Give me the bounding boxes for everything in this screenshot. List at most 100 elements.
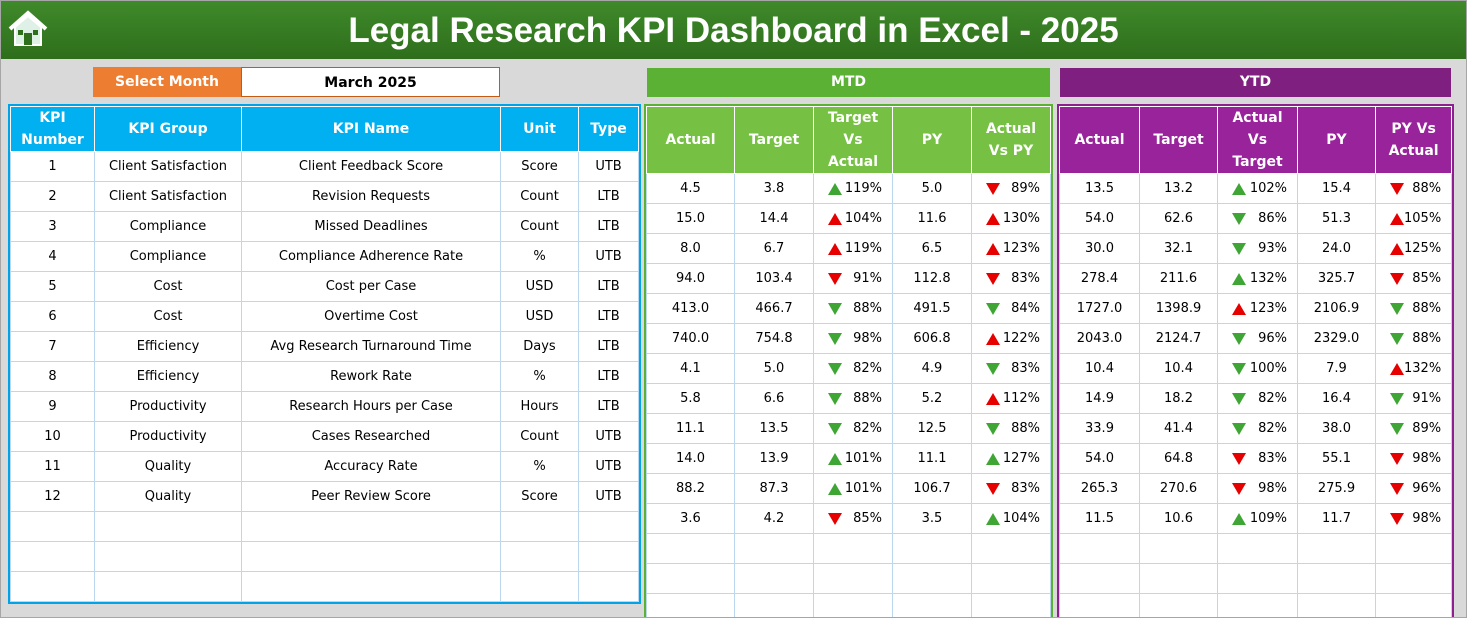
- percent-cell: 83%: [971, 263, 1051, 294]
- cell: 24.0: [1297, 233, 1376, 264]
- cell: USD: [500, 271, 579, 302]
- percent-wrap: 93%: [1222, 241, 1293, 256]
- percent-wrap: 127%: [976, 451, 1046, 466]
- percent-value: 130%: [1002, 211, 1040, 226]
- empty-cell: [1139, 563, 1218, 594]
- cell: 606.8: [892, 323, 972, 354]
- arrow-shape: [828, 182, 842, 195]
- arrow-shape: [986, 182, 1000, 195]
- month-label: Select Month: [93, 67, 241, 97]
- cell: 14.0: [646, 443, 735, 474]
- arrow-shape: [1390, 332, 1404, 345]
- percent-wrap: 101%: [818, 451, 888, 466]
- percent-cell: 88%: [1374, 293, 1453, 324]
- percent-wrap: 88%: [818, 391, 888, 406]
- percent-wrap: 89%: [1380, 421, 1447, 436]
- home-icon[interactable]: [7, 9, 49, 49]
- data-row: 11.5 10.6 109% 11.7 98%: [1059, 503, 1453, 534]
- percent-value: 83%: [1011, 361, 1040, 376]
- cell: 413.0: [646, 293, 735, 324]
- arrow-shape: [1390, 242, 1404, 255]
- data-row: 1 Client Satisfaction Client Feedback Scor…: [10, 151, 639, 182]
- arrow-shape: [986, 302, 1000, 315]
- data-row: 2 Client Satisfaction Revision Requests Cou…: [10, 181, 639, 212]
- percent-value: 82%: [853, 361, 882, 376]
- trend-arrow: [828, 362, 842, 375]
- cell: 8.0: [646, 233, 735, 264]
- column-header: Actual: [1059, 106, 1140, 174]
- percent-wrap: 123%: [1222, 301, 1293, 316]
- data-row: 54.0 62.6 86% 51.3 105%: [1059, 203, 1453, 234]
- cell: Rework Rate: [241, 361, 501, 392]
- percent-value: 98%: [853, 331, 882, 346]
- empty-cell: [734, 593, 814, 617]
- empty-cell: [500, 571, 579, 602]
- empty-cell: [10, 541, 95, 572]
- data-row: 13.5 13.2 102% 15.4 88%: [1059, 173, 1453, 204]
- cell: 62.6: [1139, 203, 1218, 234]
- cell: Hours: [500, 391, 579, 422]
- cell: 32.1: [1139, 233, 1218, 264]
- column-header: PY Vs Actual: [1374, 106, 1453, 174]
- percent-value: 119%: [844, 181, 882, 196]
- data-row: 2043.0 2124.7 96% 2329.0 88%: [1059, 323, 1453, 354]
- empty-cell: [1374, 563, 1453, 594]
- percent-wrap: 130%: [976, 211, 1046, 226]
- data-row: 6 Cost Overtime Cost USD LTB: [10, 301, 639, 332]
- arrow-shape: [1232, 212, 1246, 225]
- data-row: 54.0 64.8 83% 55.1 98%: [1059, 443, 1453, 474]
- trend-arrow: [986, 482, 1000, 495]
- cell: 14.4: [734, 203, 814, 234]
- arrow-shape: [828, 362, 842, 375]
- percent-cell: 119%: [813, 233, 893, 264]
- empty-row: [10, 571, 639, 602]
- data-row: 5.8 6.6 88% 5.2 112%: [646, 383, 1051, 414]
- data-row: 11 Quality Accuracy Rate% UTB: [10, 451, 639, 482]
- cell: Days: [500, 331, 579, 362]
- cell: 466.7: [734, 293, 814, 324]
- empty-row: [1059, 563, 1453, 594]
- cell: LTB: [578, 331, 639, 362]
- cell: 94.0: [646, 263, 735, 294]
- percent-wrap: 98%: [1380, 511, 1447, 526]
- cell: 14.9: [1059, 383, 1140, 414]
- arrow-shape: [1232, 182, 1246, 195]
- cell: 87.3: [734, 473, 814, 504]
- empty-cell: [94, 541, 242, 572]
- percent-cell: 105%: [1374, 203, 1453, 234]
- arrow-shape: [1232, 452, 1246, 465]
- percent-value: 105%: [1404, 211, 1442, 226]
- trend-arrow: [1390, 272, 1404, 285]
- cell: 3: [10, 211, 95, 242]
- arrow-shape: [828, 332, 842, 345]
- empty-cell: [813, 533, 893, 564]
- data-row: 30.0 32.1 93% 24.0 125%: [1059, 233, 1453, 264]
- empty-row: [1059, 533, 1453, 564]
- data-row: 10.4 10.4 100% 7.9 132%: [1059, 353, 1453, 384]
- trend-arrow: [986, 332, 1000, 345]
- empty-row: [646, 533, 1051, 564]
- percent-value: 125%: [1404, 241, 1442, 256]
- cell: 4.2: [734, 503, 814, 534]
- cell: 5.8: [646, 383, 735, 414]
- percent-cell: 104%: [971, 503, 1051, 534]
- cell: 18.2: [1139, 383, 1218, 414]
- cell: LTB: [578, 361, 639, 392]
- trend-arrow: [828, 482, 842, 495]
- cell: Avg Research Turnaround Time: [241, 331, 501, 362]
- empty-row: [1059, 593, 1453, 617]
- cell: Client Satisfaction: [94, 151, 242, 182]
- month-selector[interactable]: March 2025: [241, 67, 500, 97]
- cell: 13.5: [734, 413, 814, 444]
- cell: 38.0: [1297, 413, 1376, 444]
- data-row: 4.1 5.0 82% 4.9 83%: [646, 353, 1051, 384]
- percent-wrap: 132%: [1380, 361, 1447, 376]
- empty-cell: [646, 563, 735, 594]
- percent-value: 88%: [1412, 181, 1442, 196]
- trend-arrow: [1232, 242, 1246, 255]
- empty-cell: [892, 593, 972, 617]
- percent-value: 88%: [853, 391, 882, 406]
- percent-value: 132%: [1249, 271, 1287, 286]
- trend-arrow: [986, 452, 1000, 465]
- percent-cell: 89%: [1374, 413, 1453, 444]
